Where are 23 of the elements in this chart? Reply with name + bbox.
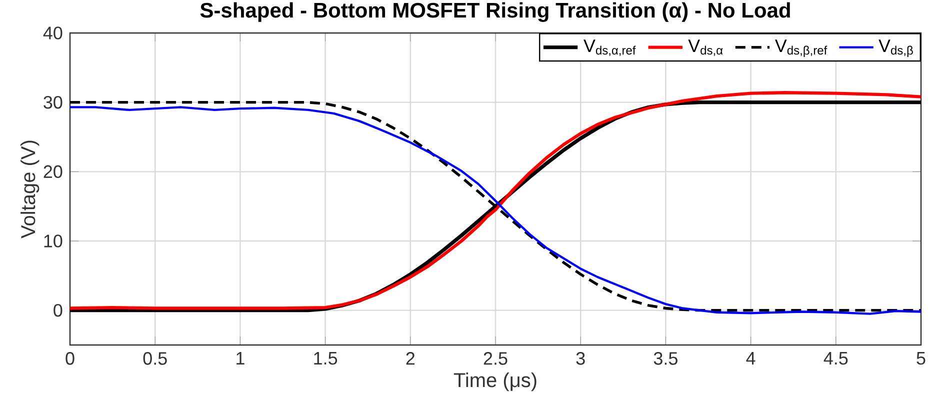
x-axis-title: Time (μs) xyxy=(454,372,536,392)
y-tick-label: 30 xyxy=(44,96,62,109)
x-tick-label: 4.5 xyxy=(824,352,848,365)
x-tick-label: 3.5 xyxy=(654,352,678,365)
legend-label: V$_{ds,α}$ xyxy=(688,40,723,56)
x-tick-label: 2 xyxy=(406,352,414,365)
x-tick-label: 1 xyxy=(236,352,244,364)
chart-title: S-shaped - Bottom MOSFET Rising Transition (α) - No Load xyxy=(200,2,790,22)
y-tick-label: 20 xyxy=(44,165,62,178)
y-tick-label: 10 xyxy=(44,234,62,248)
x-tick-label: 4 xyxy=(746,352,756,364)
legend-label: V$_{ds,β,ref}$ xyxy=(774,40,828,57)
x-tick-label: 3 xyxy=(576,352,585,365)
x-tick-label: 1.5 xyxy=(314,352,338,365)
legend-label: V$_{ds,β}$ xyxy=(878,40,913,57)
x-tick-label: 0.5 xyxy=(143,352,167,365)
x-tick-label: 0 xyxy=(66,352,74,365)
y-axis-title: Voltage (V) xyxy=(20,140,40,238)
x-tick-label: 2.5 xyxy=(484,352,508,365)
x-tick-label: 5 xyxy=(916,352,926,365)
y-tick-label: 40 xyxy=(43,26,62,40)
text: V$_{ds,α,ref}$ xyxy=(584,40,636,56)
y-tick-label: 0 xyxy=(54,304,62,317)
